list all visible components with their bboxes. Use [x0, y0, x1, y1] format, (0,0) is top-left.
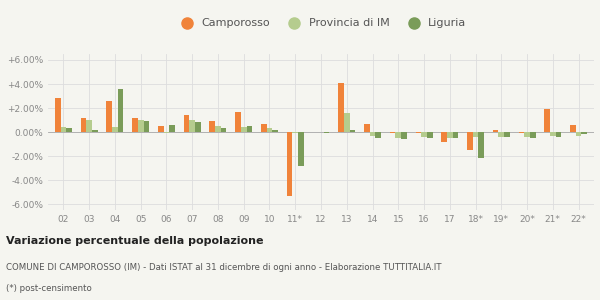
Bar [401, 132, 407, 139]
Bar [390, 132, 395, 133]
Bar [241, 127, 247, 132]
Bar [169, 125, 175, 132]
Bar [118, 89, 124, 132]
Bar [395, 132, 401, 138]
Bar [292, 132, 298, 133]
Bar [530, 132, 536, 138]
Bar [132, 118, 138, 132]
Bar [143, 121, 149, 132]
Bar [66, 128, 72, 132]
Text: (*) post-censimento: (*) post-censimento [6, 284, 92, 293]
Bar [421, 132, 427, 137]
Bar [452, 132, 458, 138]
Bar [272, 130, 278, 132]
Bar [447, 132, 452, 138]
Bar [338, 83, 344, 132]
Bar [195, 122, 201, 132]
Bar [61, 127, 66, 132]
Bar [504, 132, 510, 137]
Bar [370, 132, 376, 136]
Bar [112, 127, 118, 132]
Bar [138, 120, 143, 132]
Bar [247, 126, 252, 132]
Bar [364, 124, 370, 132]
Bar [235, 112, 241, 132]
Bar [570, 125, 576, 132]
Bar [158, 126, 164, 132]
Bar [416, 132, 421, 133]
Bar [92, 130, 98, 132]
Bar [298, 132, 304, 166]
Bar [190, 120, 195, 132]
Bar [324, 132, 329, 133]
Bar [550, 132, 556, 136]
Text: COMUNE DI CAMPOROSSO (IM) - Dati ISTAT al 31 dicembre di ogni anno - Elaborazion: COMUNE DI CAMPOROSSO (IM) - Dati ISTAT a… [6, 263, 442, 272]
Bar [467, 132, 473, 150]
Bar [86, 120, 92, 132]
Bar [221, 128, 226, 132]
Bar [581, 132, 587, 134]
Bar [184, 115, 190, 132]
Bar [427, 132, 433, 138]
Bar [544, 109, 550, 132]
Bar [524, 132, 530, 137]
Text: Variazione percentuale della popolazione: Variazione percentuale della popolazione [6, 236, 263, 247]
Bar [576, 132, 581, 136]
Bar [55, 98, 61, 132]
Bar [287, 132, 292, 196]
Bar [261, 124, 266, 132]
Bar [493, 130, 499, 132]
Bar [266, 128, 272, 132]
Bar [376, 132, 381, 138]
Bar [81, 118, 86, 132]
Bar [518, 132, 524, 133]
Bar [344, 113, 350, 132]
Bar [106, 101, 112, 132]
Bar [215, 126, 221, 132]
Bar [499, 132, 504, 137]
Bar [164, 132, 169, 133]
Bar [478, 132, 484, 158]
Bar [556, 132, 561, 137]
Bar [350, 130, 355, 132]
Bar [473, 132, 478, 137]
Legend: Camporosso, Provincia di IM, Liguria: Camporosso, Provincia di IM, Liguria [171, 14, 471, 33]
Bar [441, 132, 447, 142]
Bar [209, 121, 215, 132]
